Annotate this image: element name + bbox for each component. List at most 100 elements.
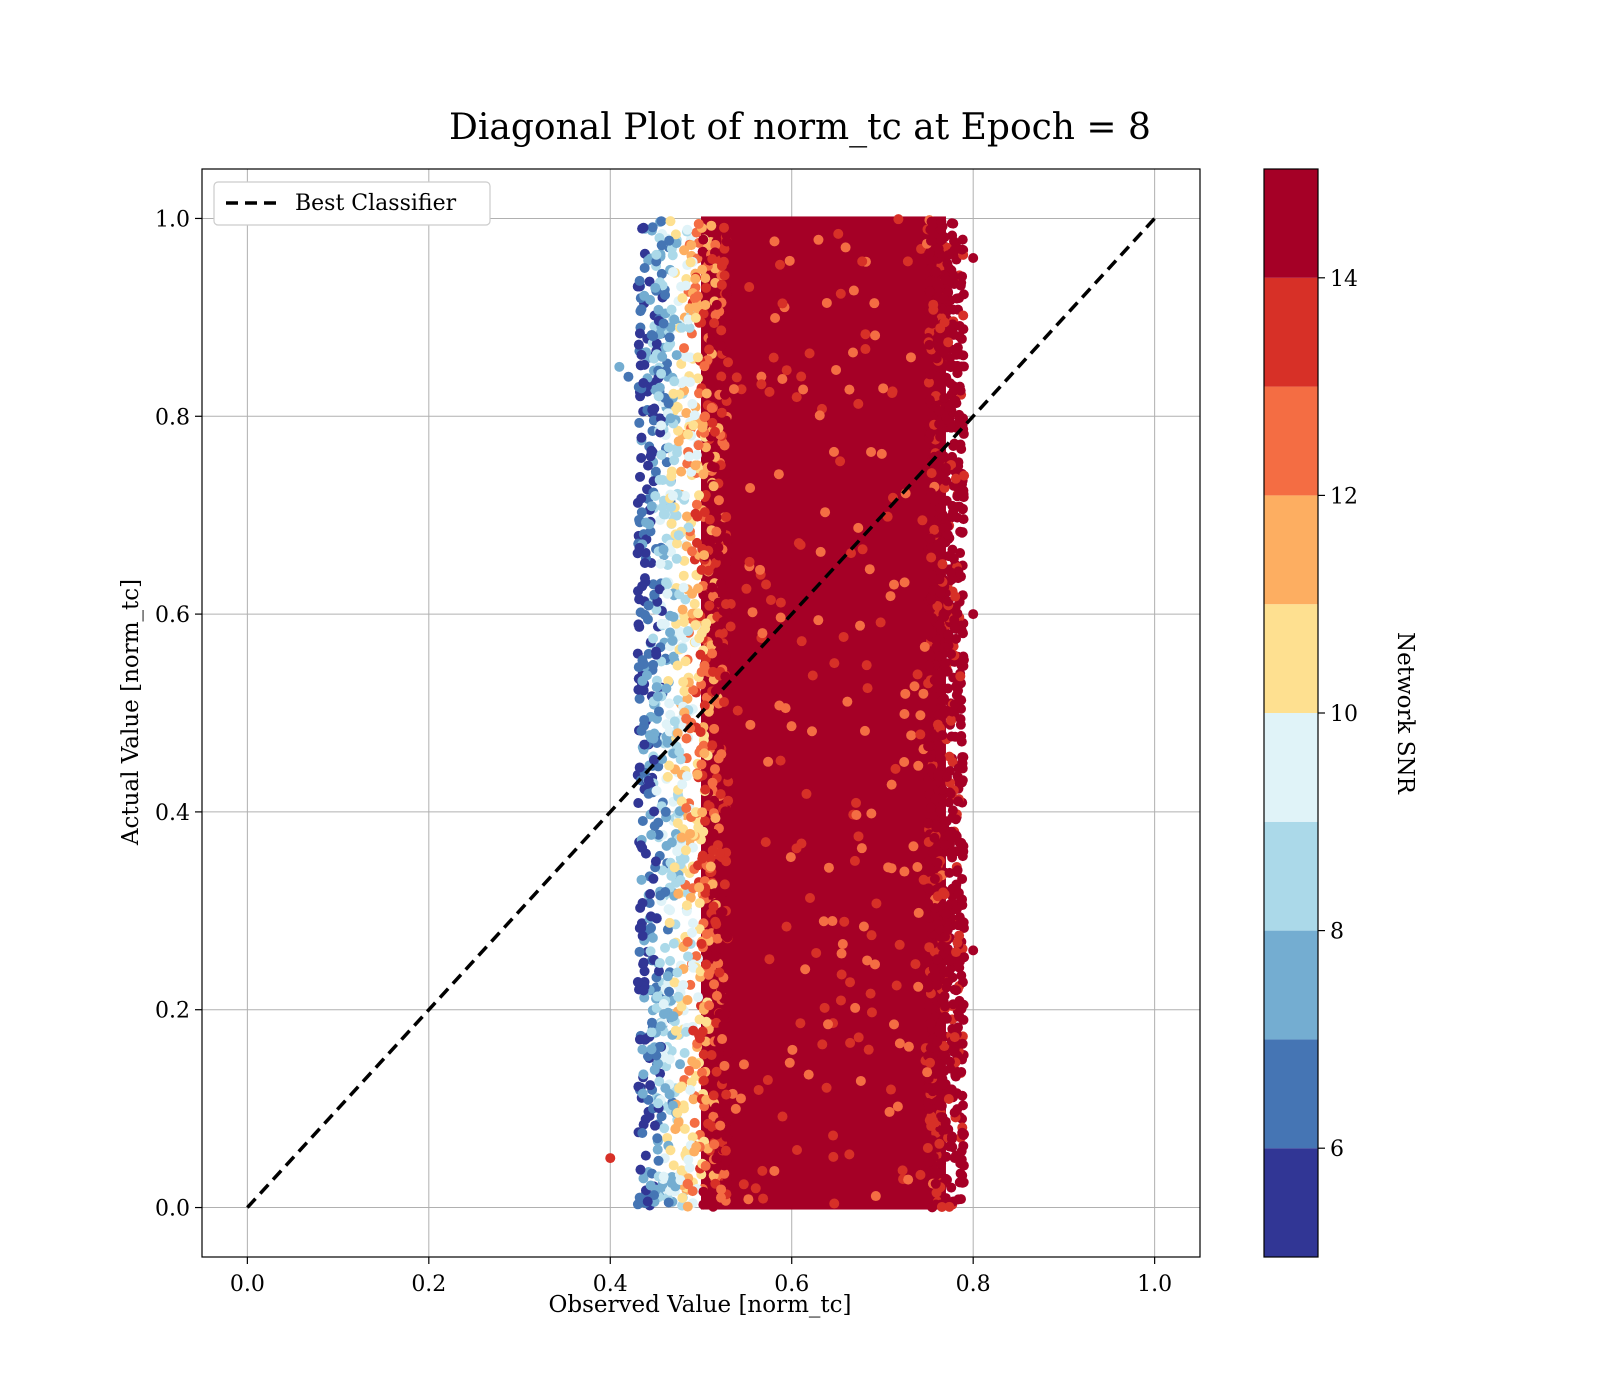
scatter-point	[684, 451, 695, 462]
scatter-point	[849, 855, 860, 866]
scatter-point	[696, 564, 707, 575]
scatter-point	[633, 662, 644, 673]
scatter-point	[761, 579, 772, 590]
scatter-point	[714, 943, 725, 954]
scatter-point	[708, 1201, 719, 1212]
scatter-point	[681, 713, 692, 724]
scatter-point	[639, 573, 650, 584]
scatter-point	[706, 1049, 717, 1060]
scatter-point	[936, 1158, 947, 1169]
scatter-point	[954, 956, 965, 967]
colorbar-label: Network SNR	[1392, 632, 1418, 795]
scatter-point	[649, 806, 660, 817]
scatter-point	[951, 866, 962, 877]
scatter-point	[923, 898, 934, 909]
scatter-point	[833, 228, 844, 239]
scatter-point	[919, 641, 930, 652]
scatter-point	[934, 1059, 945, 1070]
scatter-point	[844, 384, 855, 395]
scatter-point	[701, 388, 712, 399]
scatter-point	[823, 862, 834, 873]
scatter-point	[894, 939, 905, 950]
scatter-point	[678, 979, 689, 990]
scatter-point	[633, 684, 644, 695]
scatter-point	[698, 740, 709, 751]
scatter-point	[689, 410, 700, 421]
scatter-point	[708, 828, 719, 839]
scatter-point	[855, 620, 866, 631]
x-axis-label: Observed Value [norm_tc]	[549, 1292, 852, 1318]
scatter-point	[656, 268, 667, 279]
scatter-point	[690, 620, 701, 631]
scatter-point	[700, 816, 711, 827]
scatter-point	[947, 812, 958, 823]
scatter-point	[781, 921, 792, 932]
scatter-point	[951, 985, 962, 996]
scatter-point	[701, 959, 712, 970]
scatter-point	[777, 298, 788, 309]
scatter-point	[827, 916, 838, 927]
scatter-point	[644, 1110, 655, 1121]
scatter-point	[642, 1196, 653, 1207]
scatter-point	[758, 1193, 769, 1204]
scatter-point	[699, 660, 710, 671]
scatter-point	[934, 1138, 945, 1149]
scatter-point	[649, 1064, 660, 1075]
scatter-point	[926, 594, 937, 605]
scatter-point	[679, 555, 690, 566]
scatter-point	[719, 1060, 730, 1071]
scatter-point	[948, 999, 959, 1010]
scatter-point	[735, 1093, 746, 1104]
scatter-point	[955, 671, 966, 682]
scatter-point	[690, 460, 701, 471]
scatter-point	[853, 522, 864, 533]
scatter-point	[666, 546, 677, 557]
colorbar-band	[1264, 1039, 1318, 1149]
scatter-point	[955, 1168, 966, 1179]
scatter-point	[691, 449, 702, 460]
scatter-point	[720, 930, 731, 941]
scatter-point	[646, 1027, 657, 1038]
scatter-point	[680, 845, 691, 856]
scatter-point	[700, 784, 711, 795]
scatter-point	[685, 892, 696, 903]
scatter-point	[689, 1117, 700, 1128]
scatter-point	[954, 321, 965, 332]
scatter-point	[714, 629, 725, 640]
scatter-point	[645, 946, 656, 957]
scatter-point	[932, 954, 943, 965]
scatter-point	[918, 688, 929, 699]
scatter-point	[951, 1150, 962, 1161]
scatter-point	[905, 352, 916, 363]
scatter-point	[958, 1177, 969, 1188]
scatter-point	[663, 341, 674, 352]
scatter-point	[803, 1069, 814, 1080]
scatter-point	[775, 612, 786, 623]
scatter-point	[941, 982, 952, 993]
scatter-point	[796, 371, 807, 382]
scatter-point	[709, 979, 720, 990]
scatter-point	[757, 1165, 768, 1176]
scatter-point	[723, 1048, 734, 1059]
scatter-point	[697, 807, 708, 818]
scatter-point	[773, 469, 784, 480]
y-tick-label: 0.6	[155, 603, 190, 628]
scatter-point	[939, 317, 950, 328]
scatter-point	[700, 1160, 711, 1171]
scatter-point	[683, 951, 694, 962]
scatter-point	[713, 550, 724, 561]
scatter-point	[694, 882, 705, 893]
scatter-point	[684, 1162, 695, 1173]
scatter-point	[951, 293, 962, 304]
scatter-point	[940, 1117, 951, 1128]
scatter-point	[633, 619, 644, 630]
chart-title: Diagonal Plot of norm_tc at Epoch = 8	[449, 107, 1151, 148]
scatter-point	[643, 600, 654, 611]
scatter-point	[723, 357, 734, 368]
scatter-point	[636, 923, 647, 934]
scatter-point	[719, 1168, 730, 1179]
scatter-point	[653, 391, 664, 402]
legend-entry-best-classifier: Best Classifier	[295, 191, 457, 216]
scatter-point	[950, 473, 961, 484]
scatter-point	[800, 964, 811, 975]
